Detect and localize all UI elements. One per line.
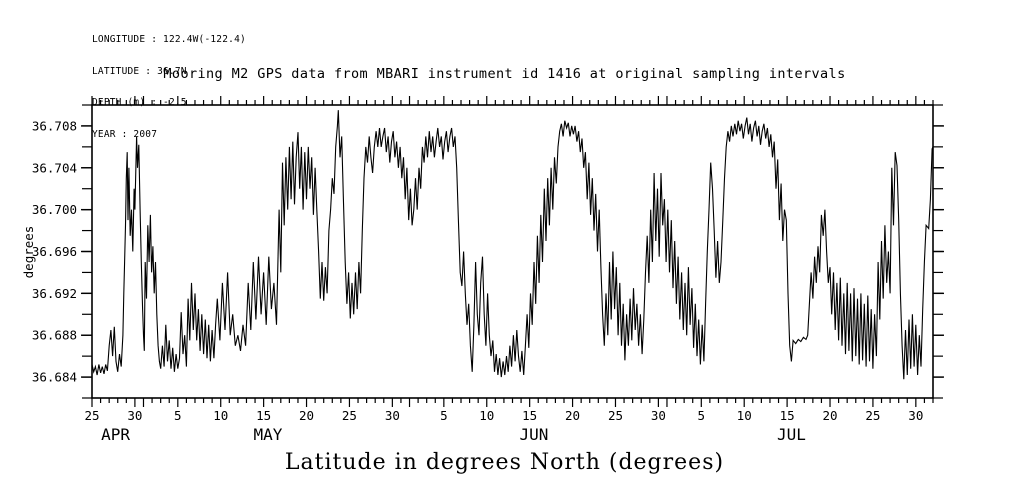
month-label: JUN bbox=[520, 425, 549, 444]
metadata-depth: DEPTH (m) : -2.5 bbox=[92, 97, 187, 108]
tick-label: 36.696 bbox=[32, 244, 77, 259]
tick-label: 15 bbox=[780, 408, 795, 423]
tick-label: 36.692 bbox=[32, 286, 77, 301]
tick-label: 15 bbox=[522, 408, 537, 423]
tick-label: 10 bbox=[213, 408, 228, 423]
tick-label: 10 bbox=[737, 408, 752, 423]
tick-label: 36.688 bbox=[32, 328, 77, 343]
tick-label: 30 bbox=[127, 408, 142, 423]
month-label: APR bbox=[101, 425, 130, 444]
tick-label: 20 bbox=[565, 408, 580, 423]
metadata-longitude: LONGITUDE : 122.4W(-122.4) bbox=[92, 34, 246, 45]
tick-label: 20 bbox=[822, 408, 837, 423]
tick-label: 30 bbox=[908, 408, 923, 423]
latitude-data-line bbox=[91, 110, 934, 380]
figure-caption: Latitude in degrees North (degrees) bbox=[284, 450, 725, 475]
tick-label: 36.704 bbox=[32, 160, 77, 175]
tick-label: 10 bbox=[479, 408, 494, 423]
tick-label: 20 bbox=[299, 408, 314, 423]
metadata-block: LONGITUDE : 122.4W(-122.4) LATITUDE : 36… bbox=[92, 14, 246, 161]
tick-label: 15 bbox=[256, 408, 271, 423]
tick-label: 5 bbox=[174, 408, 182, 423]
month-label: JUL bbox=[777, 425, 806, 444]
chart-title: Mooring M2 GPS data from MBARI instrumen… bbox=[163, 66, 846, 82]
tick-label: 25 bbox=[342, 408, 357, 423]
month-label: MAY bbox=[253, 425, 282, 444]
tick-label: 5 bbox=[440, 408, 448, 423]
tick-label: 36.684 bbox=[32, 370, 77, 385]
tick-label: 25 bbox=[84, 408, 99, 423]
tick-label: 36.700 bbox=[32, 202, 77, 217]
metadata-year: YEAR : 2007 bbox=[92, 128, 158, 140]
tick-label: 25 bbox=[608, 408, 623, 423]
tick-label: 30 bbox=[651, 408, 666, 423]
tick-label: 30 bbox=[385, 408, 400, 423]
tick-label: 36.708 bbox=[32, 118, 77, 133]
tick-label: 5 bbox=[698, 408, 706, 423]
tick-label: 25 bbox=[865, 408, 880, 423]
metadata-latitude: LATITUDE : 36.7N bbox=[92, 65, 187, 77]
